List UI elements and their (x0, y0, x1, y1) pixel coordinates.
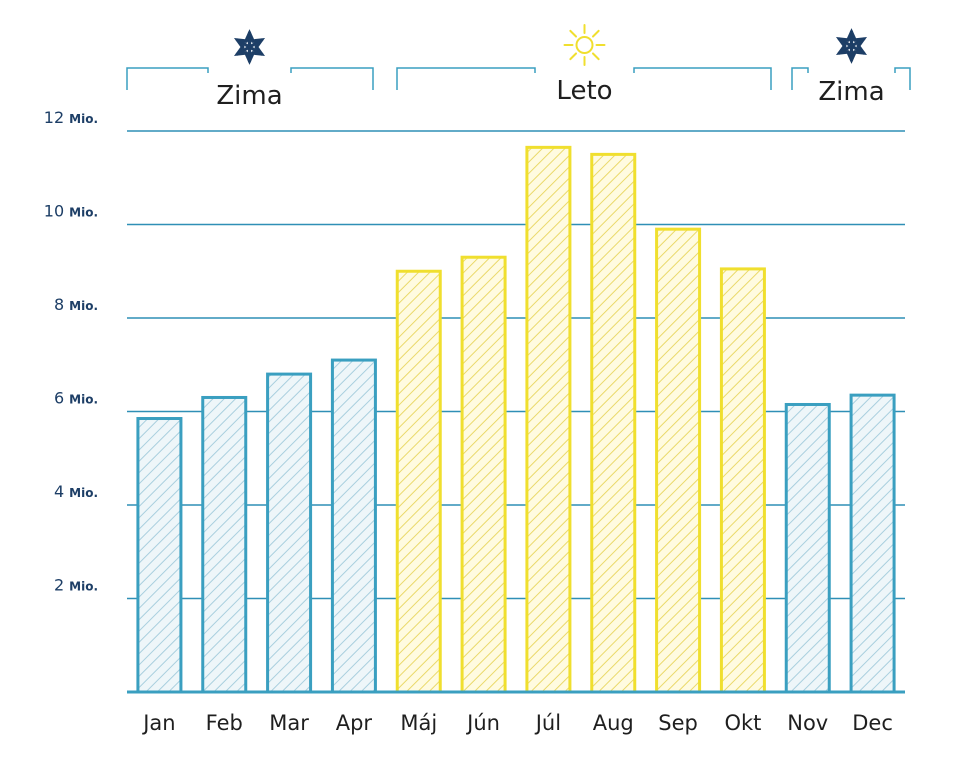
bars (136, 145, 896, 694)
sun-icon (563, 24, 606, 66)
y-tick-unit: Mio. (69, 393, 98, 407)
x-tick-label: Mar (269, 711, 309, 735)
season-bracket (126, 67, 374, 90)
x-axis-ticks: Jan Feb Mar Apr Máj Jún Júl Aug Sep Okt Nov Dec (141, 711, 893, 735)
season-label: Leto (556, 76, 612, 106)
y-tick-number: 10 (44, 202, 64, 221)
x-tick-label: Apr (336, 711, 373, 735)
x-tick-label: Aug (593, 711, 634, 735)
season-bracket (791, 67, 911, 90)
y-tick-unit: Mio. (69, 206, 98, 220)
snowflake-icon (835, 28, 868, 64)
y-tick-label: 6 Mio. (54, 389, 98, 408)
y-tick-unit: Mio. (69, 112, 98, 126)
bar-feb (201, 395, 248, 694)
x-tick-label: Sep (658, 711, 698, 735)
x-tick-label: Júl (534, 711, 561, 735)
y-tick-label: 4 Mio. (54, 482, 98, 501)
y-tick-number: 6 (54, 389, 64, 408)
y-tick-label: 10 Mio. (44, 202, 98, 221)
y-tick-unit: Mio. (69, 486, 98, 500)
y-tick-number: 4 (54, 482, 64, 501)
y-tick-label: 12 Mio. (44, 108, 98, 127)
x-tick-label: Jan (141, 711, 175, 735)
season-label: Zima (216, 81, 282, 111)
gridlines (127, 130, 905, 600)
bar-nov (784, 402, 831, 694)
x-tick-label: Nov (787, 711, 828, 735)
y-tick-unit: Mio. (69, 580, 98, 594)
bar-mar (266, 372, 313, 694)
bar-sep (655, 227, 702, 694)
bar-okt (719, 267, 766, 694)
x-tick-label: Máj (400, 711, 437, 735)
y-tick-unit: Mio. (69, 299, 98, 313)
snowflake-icon (233, 29, 266, 65)
season-bracket (396, 67, 772, 90)
x-tick-label: Feb (206, 711, 243, 735)
y-tick-label: 8 Mio. (54, 295, 98, 314)
season-brackets: Zima Leto Zima (126, 24, 911, 111)
bar-jún (460, 255, 507, 694)
x-tick-label: Dec (852, 711, 893, 735)
y-axis-ticks: 2 Mio. 4 Mio. 6 Mio. 8 Mio. 10 Mio. 12 Mio. (44, 108, 98, 595)
bar-jan (136, 417, 183, 694)
y-tick-number: 8 (54, 295, 64, 314)
season-label: Zima (818, 77, 884, 107)
x-tick-label: Okt (724, 711, 761, 735)
bar-júl (525, 145, 572, 694)
bar-dec (849, 393, 896, 694)
y-tick-label: 2 Mio. (54, 576, 98, 595)
y-tick-number: 2 (54, 576, 64, 595)
bar-máj (395, 269, 442, 694)
bar-aug (590, 152, 637, 694)
y-tick-number: 12 (44, 108, 64, 127)
bar-apr (330, 358, 377, 694)
x-tick-label: Jún (465, 711, 500, 735)
